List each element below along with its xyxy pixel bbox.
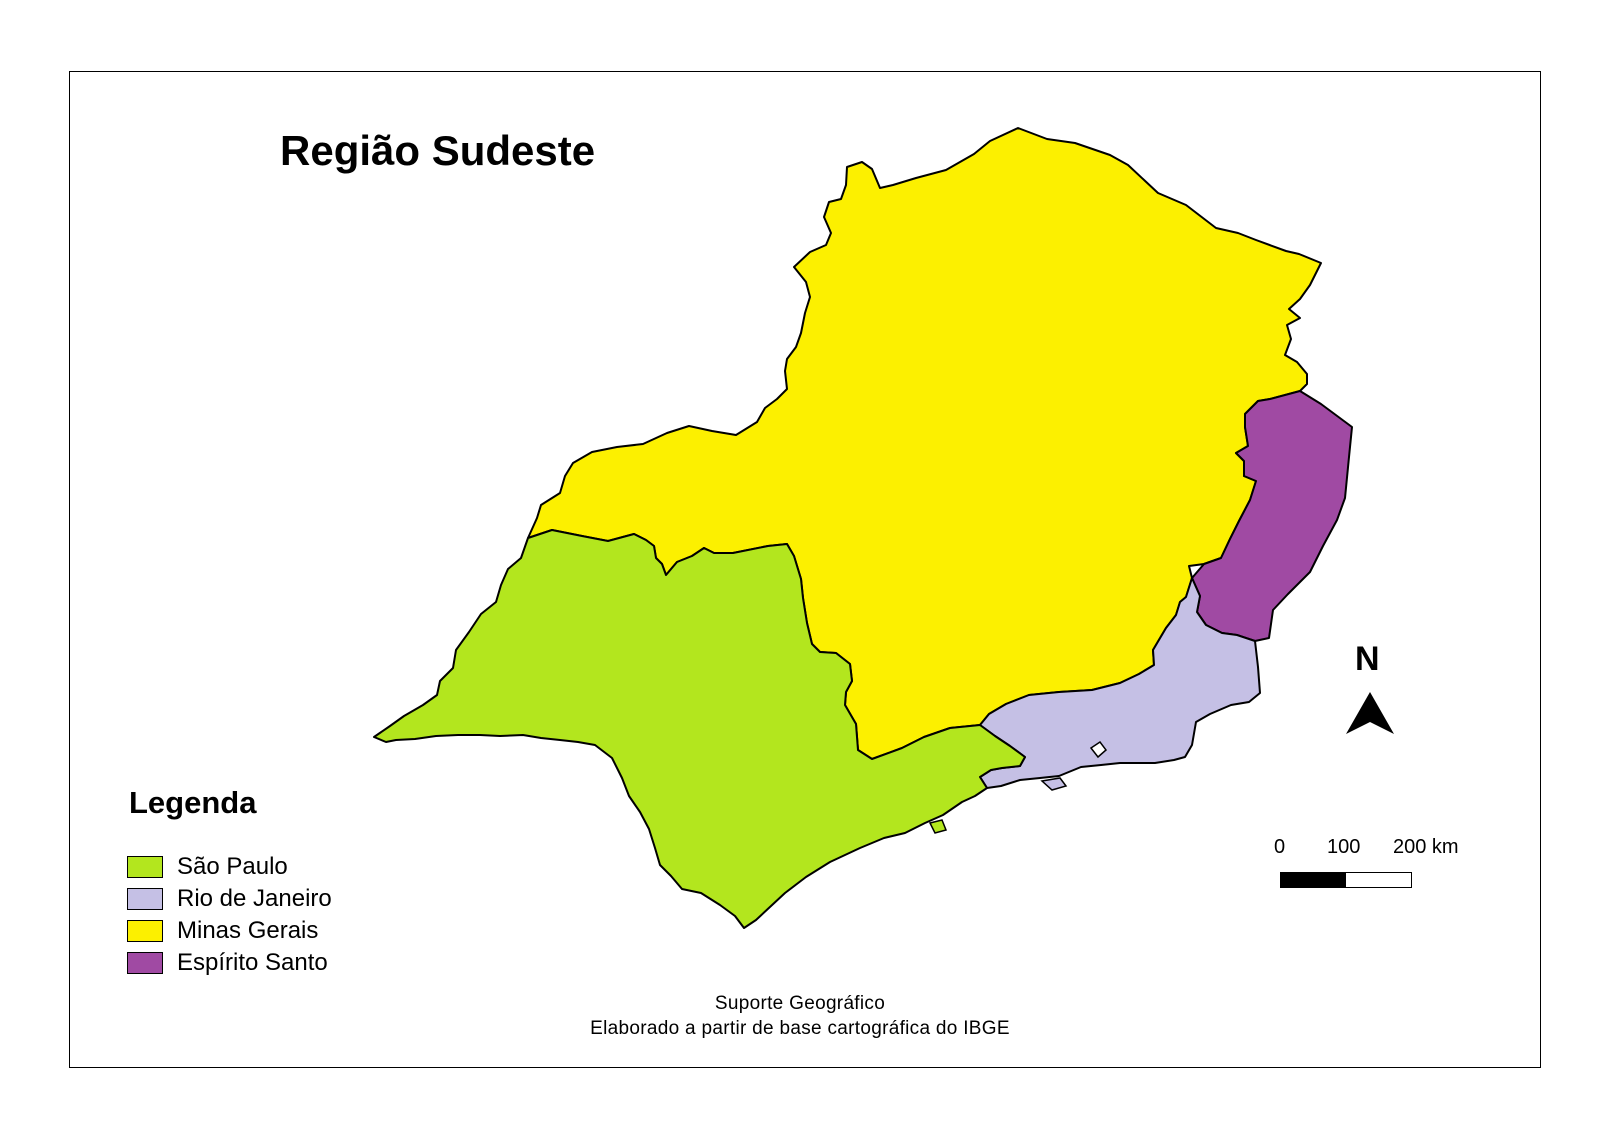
map-title: Região Sudeste: [280, 127, 596, 174]
scale-bar: [1280, 872, 1412, 888]
legend-label-rio-de-janeiro: Rio de Janeiro: [177, 885, 332, 912]
legend-swatch-sao-paulo: [127, 856, 163, 878]
state-sao-paulo[interactable]: [373, 529, 1026, 929]
legend-item-rio-de-janeiro: Rio de Janeiro: [127, 885, 332, 912]
legend-swatch-minas-gerais: [127, 920, 163, 942]
state-rio-de-janeiro[interactable]: [979, 577, 1261, 789]
credits-line-2: Elaborado a partir de base cartográfica …: [590, 1018, 1010, 1039]
island-guanabara: [1089, 740, 1108, 759]
map-frame: [69, 71, 1541, 1068]
scale-bar-segment-black: [1281, 873, 1346, 887]
legend-swatch-rio-de-janeiro: [127, 888, 163, 910]
north-arrow-icon: [1346, 692, 1394, 734]
island-sao-sebastiao: [928, 819, 948, 834]
scale-label-100: 100: [1327, 836, 1361, 858]
legend-title: Legenda: [129, 785, 257, 820]
legend-item-minas-gerais: Minas Gerais: [127, 917, 319, 944]
legend-swatch-espirito-santo: [127, 952, 163, 974]
scale-label-200km: 200 km: [1393, 836, 1459, 858]
legend-item-espirito-santo: Espírito Santo: [127, 949, 328, 976]
scale-label-0: 0: [1274, 836, 1286, 858]
credits-line-1: Suporte Geográfico: [714, 993, 886, 1014]
island-ilha-grande: [1040, 777, 1068, 791]
north-arrow-letter: N: [1355, 640, 1380, 678]
scale-bar-segment-white: [1346, 873, 1411, 887]
legend-label-minas-gerais: Minas Gerais: [177, 917, 319, 944]
legend-label-sao-paulo: São Paulo: [177, 853, 288, 880]
legend-item-sao-paulo: São Paulo: [127, 853, 288, 880]
legend-label-espirito-santo: Espírito Santo: [177, 949, 328, 976]
